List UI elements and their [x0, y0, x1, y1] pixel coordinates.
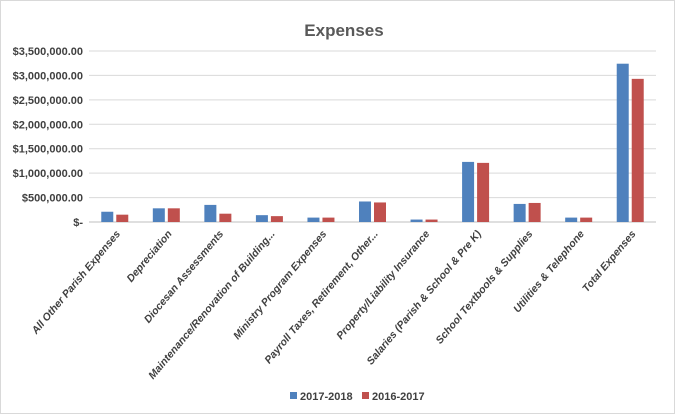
bar-series-1 [307, 217, 320, 222]
bar-series-1 [513, 203, 526, 222]
bar-series-1 [204, 204, 217, 222]
y-tick-label: $1,000,000.00 [13, 168, 83, 180]
y-tick-label: $500,000.00 [22, 193, 83, 205]
x-axis: All Other Parish Expenses DepreciationDio… [29, 228, 639, 382]
bar-series-1 [255, 215, 268, 222]
x-tick-label: School Textbools & Supplies [433, 228, 535, 346]
bar-series-2 [167, 208, 180, 222]
bars [101, 63, 644, 223]
bar-series-2 [528, 202, 541, 222]
bar-series-2 [270, 216, 283, 222]
legend-label: 2016-2017 [372, 391, 425, 403]
chart-title: Expenses [304, 21, 383, 40]
x-tick-label: Property/Liability Insurance [334, 228, 432, 342]
y-tick-label: $- [73, 217, 83, 229]
bar-series-2 [219, 213, 232, 222]
y-tick-label: $1,500,000.00 [13, 144, 83, 156]
x-tick-label: Total Expenses [580, 228, 639, 295]
x-tick-label: All Other Parish Expenses [29, 228, 123, 337]
y-tick-label: $3,000,000.00 [13, 70, 83, 82]
bar-series-2 [580, 217, 593, 222]
bar-series-1 [616, 63, 629, 223]
y-tick-label: $2,500,000.00 [13, 95, 83, 107]
bar-series-1 [359, 201, 371, 222]
legend-swatch [362, 392, 369, 399]
x-tick-label: Payroll Taxes, Retirement, Other... [262, 228, 381, 366]
x-tick-label: Salaries (Parish & School & Pre K) [364, 228, 484, 368]
bar-series-1 [462, 161, 475, 222]
legend-label: 2017-2018 [300, 391, 353, 403]
bar-series-2 [374, 202, 386, 222]
bar-series-2 [477, 162, 490, 222]
bar-series-2 [425, 219, 438, 222]
y-axis: $- $500,000.00 $1,000,000.00 $1,500,000.00 $… [13, 46, 84, 229]
legend: 2017-2018 2016-2017 [290, 391, 425, 403]
legend-swatch [290, 392, 297, 399]
bar-series-2 [631, 78, 644, 222]
bar-series-2 [322, 217, 335, 222]
bar-series-1 [152, 208, 165, 222]
x-tick-label: Ministry Program Expenses [231, 228, 329, 342]
x-tick-label: Depreciation [125, 228, 175, 284]
y-tick-label: $3,500,000.00 [13, 46, 83, 58]
gridlines [89, 50, 656, 223]
bar-series-1 [565, 217, 578, 222]
bar-series-1 [101, 211, 114, 222]
y-tick-label: $2,000,000.00 [13, 119, 83, 131]
bar-series-1 [410, 219, 423, 222]
bar-series-2 [116, 214, 129, 222]
